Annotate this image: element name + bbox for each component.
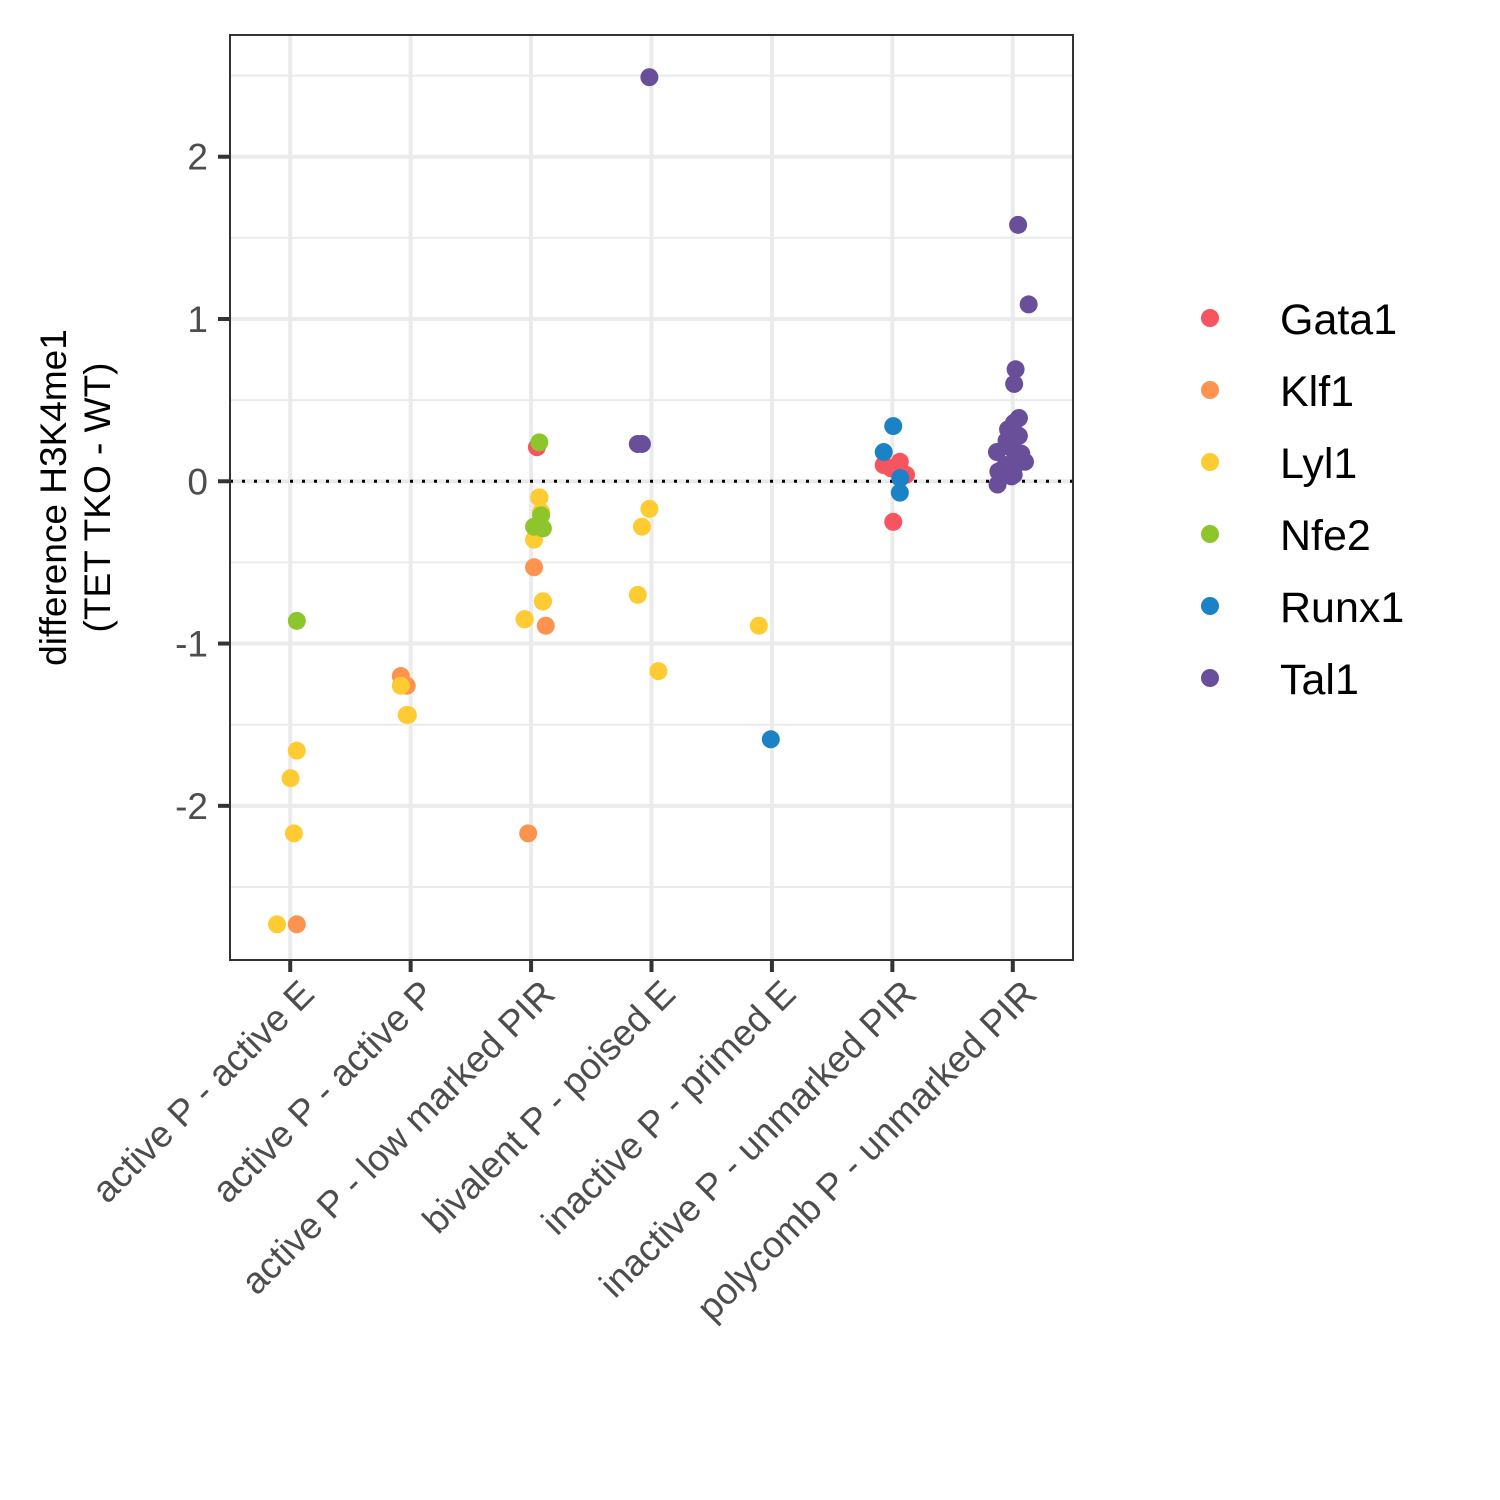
data-point-lyl1 [530,488,549,507]
data-point-tal1 [1009,215,1028,234]
legend-label-lyl1: Lyl1 [1280,440,1357,488]
data-point-lyl1 [649,662,668,681]
y-tick-label: 2 [187,137,208,178]
x-tick-label: active P - active P [204,973,442,1211]
data-point-lyl1 [628,585,647,604]
data-point-klf1 [536,616,555,635]
data-point-runx1 [884,417,903,436]
y-tick-label: -2 [175,786,208,827]
data-point-lyl1 [515,610,534,629]
data-points [268,68,1038,934]
legend-label-runx1: Runx1 [1280,584,1404,632]
legend-key-runx1 [1201,597,1219,615]
data-point-klf1 [525,558,544,577]
y-axis-title: difference H3K4me1(TET TKO - WT) [33,329,118,666]
legend-label-tal1: Tal1 [1280,656,1359,704]
data-point-lyl1 [391,676,410,695]
plot-panel [230,35,1073,960]
data-point-runx1 [874,443,893,462]
data-point-tal1 [628,434,647,453]
data-point-lyl1 [640,499,659,518]
data-point-nfe2 [287,611,306,630]
legend-label-nfe2: Nfe2 [1280,512,1371,560]
data-point-klf1 [519,824,538,843]
legend-label-gata1: Gata1 [1280,296,1397,344]
data-point-tal1 [988,475,1007,494]
data-point-lyl1 [268,915,287,934]
data-point-lyl1 [281,769,300,788]
data-point-tal1 [1002,467,1021,486]
y-axis-title-line: difference H3K4me1 [33,329,74,666]
y-axis-title-line: (TET TKO - WT) [77,363,118,633]
y-tick-label: 0 [187,461,208,502]
data-point-nfe2 [530,433,549,452]
data-point-lyl1 [398,705,417,724]
legend-key-tal1 [1201,669,1219,687]
data-point-tal1 [1019,295,1038,314]
data-point-lyl1 [533,592,552,611]
legend-key-nfe2 [1201,525,1219,543]
data-point-runx1 [761,730,780,749]
legend-key-lyl1 [1201,453,1219,471]
data-point-lyl1 [749,616,768,635]
data-point-lyl1 [632,517,651,536]
data-point-tal1 [987,443,1006,462]
data-point-tal1 [1006,360,1025,379]
data-point-tal1 [1005,374,1024,393]
legend-key-klf1 [1201,381,1219,399]
legend-key-gata1 [1201,309,1219,327]
data-point-tal1 [640,68,659,87]
data-point-runx1 [890,483,909,502]
data-point-gata1 [884,512,903,531]
y-tick-label: -1 [175,624,208,665]
y-tick-label: 1 [187,299,208,340]
data-point-lyl1 [287,741,306,760]
legend: Gata1 Klf1 Lyl1 Nfe2 Runx1 Tal1 [1201,296,1404,704]
data-point-runx1 [891,469,910,488]
data-point-lyl1 [284,824,303,843]
legend-label-klf1: Klf1 [1280,368,1354,416]
data-point-nfe2 [533,519,552,538]
x-tick-label: active P - active E [84,973,322,1211]
data-point-klf1 [287,915,306,934]
